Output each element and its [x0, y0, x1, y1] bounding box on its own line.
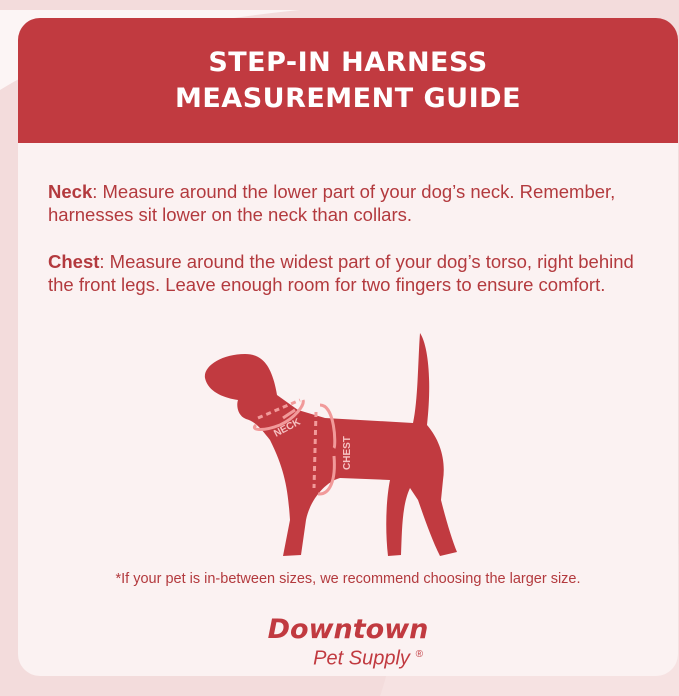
neck-instruction: Neck: Measure around the lower part of y… [48, 181, 616, 225]
chest-label: CHEST [342, 436, 353, 470]
page-title: STEP-IN HARNESS MEASUREMENT GUIDE [174, 46, 522, 114]
chest-instruction: Chest: Measure around the widest part of… [48, 251, 634, 295]
neck-measure-icon [253, 398, 305, 431]
sizing-note: *If your pet is in-between sizes, we rec… [115, 571, 581, 587]
brand-logo: Downtown Pet Supply ® [267, 614, 429, 670]
header-banner: STEP-IN HARNESS MEASUREMENT GUIDE [18, 18, 678, 143]
dog-silhouette [204, 333, 457, 556]
chest-measure-icon [312, 403, 337, 496]
guide-card: STEP-IN HARNESS MEASUREMENT GUIDE Neck: … [18, 18, 678, 676]
